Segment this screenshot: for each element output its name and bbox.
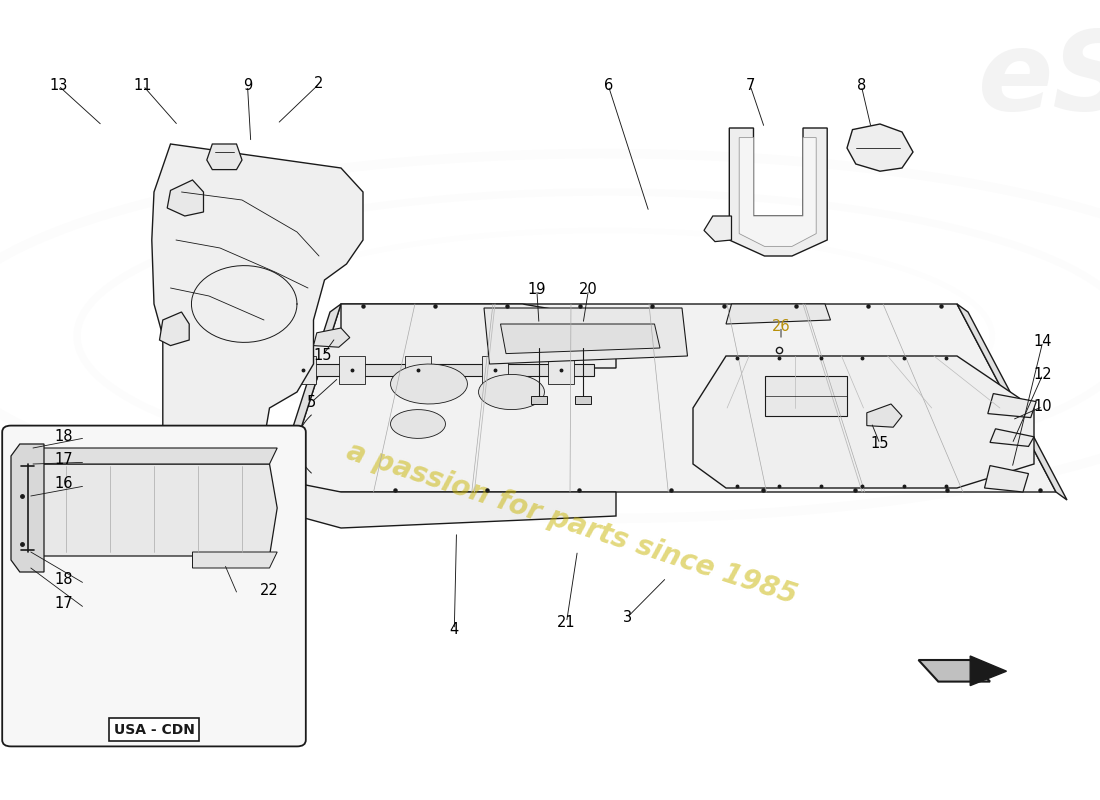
- Polygon shape: [548, 356, 574, 384]
- Text: 20: 20: [579, 282, 598, 297]
- Polygon shape: [192, 552, 277, 568]
- Polygon shape: [970, 656, 1007, 686]
- Polygon shape: [273, 336, 297, 384]
- Text: 17: 17: [55, 597, 73, 611]
- Polygon shape: [847, 124, 913, 171]
- Polygon shape: [984, 466, 1028, 492]
- Text: 26: 26: [772, 319, 790, 334]
- Polygon shape: [270, 304, 341, 500]
- Polygon shape: [39, 448, 277, 464]
- Polygon shape: [289, 356, 316, 384]
- Polygon shape: [236, 304, 616, 528]
- Polygon shape: [764, 376, 847, 416]
- Polygon shape: [152, 144, 363, 480]
- Text: eS: eS: [978, 26, 1100, 134]
- Polygon shape: [339, 356, 365, 384]
- Polygon shape: [482, 356, 508, 384]
- Text: 5: 5: [307, 395, 316, 410]
- Polygon shape: [314, 328, 350, 347]
- Polygon shape: [275, 364, 594, 376]
- Text: 16: 16: [55, 477, 73, 491]
- Polygon shape: [478, 374, 544, 410]
- Text: 13: 13: [50, 78, 67, 93]
- Text: USA - CDN: USA - CDN: [113, 722, 195, 737]
- Text: 9: 9: [243, 78, 252, 93]
- Polygon shape: [484, 308, 688, 364]
- Text: 21: 21: [558, 615, 575, 630]
- Text: 10: 10: [1034, 399, 1052, 414]
- Polygon shape: [726, 304, 830, 324]
- Polygon shape: [739, 138, 816, 246]
- Polygon shape: [500, 324, 660, 354]
- Polygon shape: [704, 216, 732, 242]
- Polygon shape: [990, 429, 1034, 446]
- Text: 2: 2: [315, 77, 323, 91]
- Text: 15: 15: [314, 349, 331, 363]
- Polygon shape: [693, 356, 1034, 488]
- Polygon shape: [867, 404, 902, 427]
- Polygon shape: [531, 396, 547, 404]
- Polygon shape: [729, 128, 827, 256]
- Text: 19: 19: [528, 282, 546, 297]
- Polygon shape: [575, 396, 591, 404]
- Text: 4: 4: [450, 622, 459, 637]
- Polygon shape: [390, 364, 468, 404]
- Text: 22: 22: [260, 583, 279, 598]
- Text: 11: 11: [134, 78, 152, 93]
- Polygon shape: [11, 444, 44, 572]
- Text: 7: 7: [746, 78, 755, 93]
- Text: 6: 6: [604, 78, 613, 93]
- Text: 18: 18: [55, 573, 73, 587]
- Polygon shape: [390, 410, 446, 438]
- Polygon shape: [167, 180, 204, 216]
- Polygon shape: [207, 144, 242, 170]
- Polygon shape: [405, 356, 431, 384]
- Text: 12: 12: [1034, 367, 1052, 382]
- Text: 18: 18: [55, 430, 73, 444]
- Polygon shape: [31, 464, 277, 556]
- Polygon shape: [918, 660, 990, 682]
- Text: a passion for parts since 1985: a passion for parts since 1985: [343, 438, 801, 610]
- FancyBboxPatch shape: [2, 426, 306, 746]
- Polygon shape: [280, 304, 1056, 492]
- Text: 17: 17: [55, 453, 73, 467]
- Text: 15: 15: [871, 437, 889, 451]
- Text: 14: 14: [1034, 334, 1052, 349]
- Polygon shape: [988, 394, 1036, 418]
- Text: 8: 8: [857, 78, 866, 93]
- Polygon shape: [160, 312, 189, 346]
- Text: 3: 3: [623, 610, 631, 625]
- Polygon shape: [957, 304, 1067, 500]
